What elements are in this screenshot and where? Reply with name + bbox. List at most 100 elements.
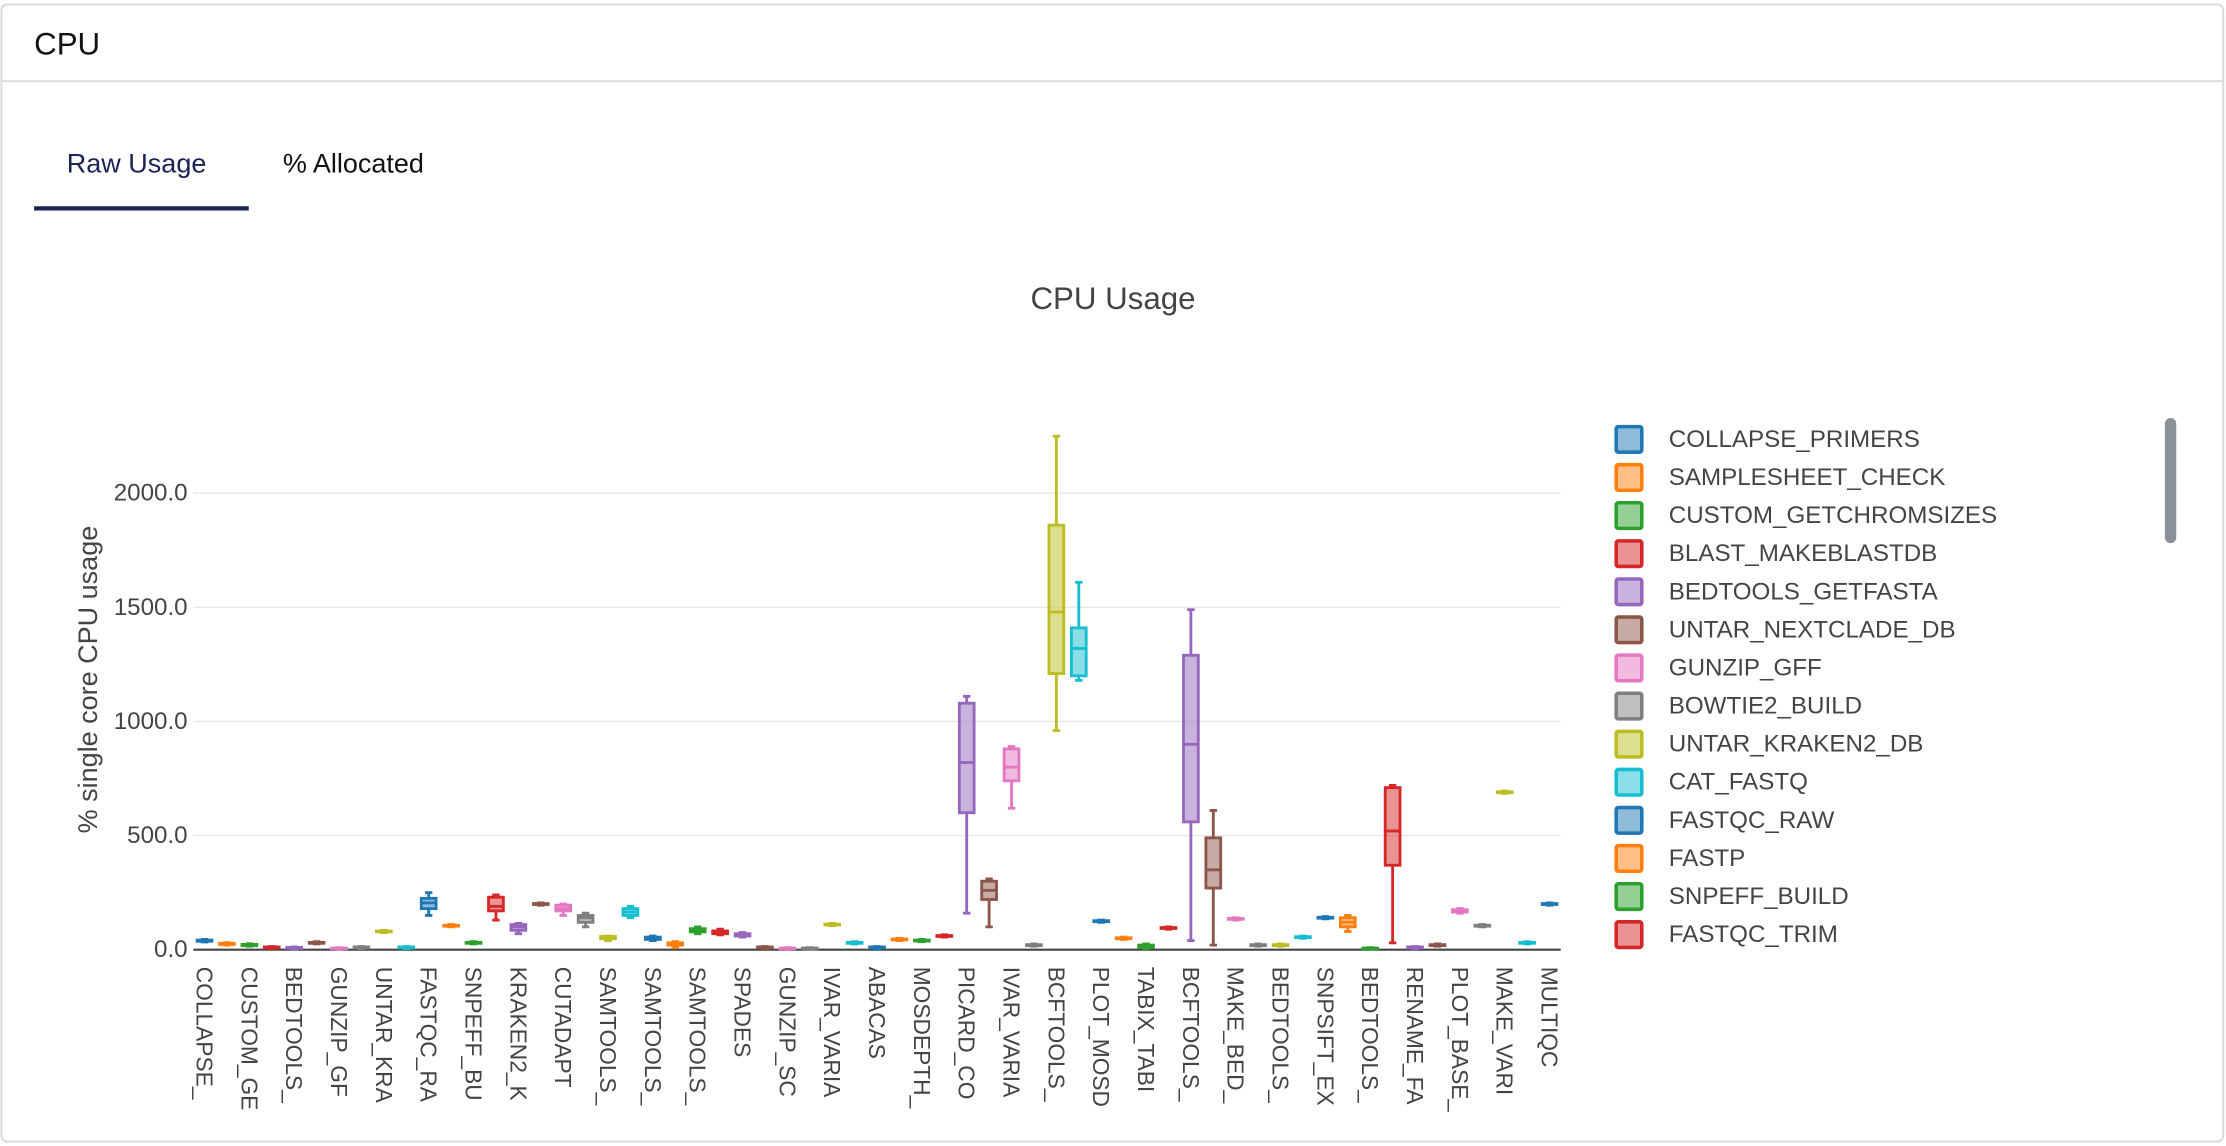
box-plot [1473,923,1492,929]
x-tick-label: CUTADAPT [550,967,576,1088]
box-plot [823,922,842,928]
x-tick-label: PLOT_BASE_ [1447,967,1473,1113]
x-tick-label: MOSDEPTH_ [909,967,935,1109]
legend-swatch [1614,881,1644,912]
x-axis-labels: COLLAPSE_ CUSTOM_GE BEDTOOLS_ GUNZIP_GF UNTA… [192,967,1563,1113]
box-plot [1294,934,1312,940]
legend-label[interactable]: FASTQC_TRIM [1669,921,1838,948]
legend-swatch [1614,729,1644,759]
x-tick-label: CUSTOM_GE [236,967,262,1111]
legend-item[interactable]: BLAST_MAKEBLASTDB [1614,539,1938,569]
box-plot [1182,608,1200,942]
lower-whisker [1007,780,1016,810]
card-title: CPU [34,27,100,62]
y-tick-label: 0.0 [154,936,188,963]
box-plot [1518,940,1536,946]
box-plot [913,937,931,944]
x-tick-label: SNPSIFT_EX [1312,967,1338,1106]
x-tick-label: BCFTOOLS_ [1043,967,1069,1102]
legend-swatch [1614,805,1644,835]
tab-underline [34,206,249,211]
box [487,895,505,913]
box-plot [419,891,438,917]
legend-item[interactable]: FASTQC_TRIM [1614,920,1838,950]
box-plot [195,937,214,944]
box-plot [644,934,662,942]
legend-label[interactable]: GUNZIP_GFF [1669,654,1822,681]
legend-label[interactable]: CUSTOM_GETCHROMSIZES [1669,502,1997,529]
box-plot [1204,809,1223,947]
legend-label[interactable]: UNTAR_KRAKEN2_DB [1669,731,1924,758]
x-tick-label: SPADES [730,967,756,1058]
x-tick-label: SAMTOOLS_ [595,967,621,1106]
legend-item[interactable]: FASTQC_RAW [1614,805,1835,835]
box-plot [1316,915,1335,921]
box-plot [1271,942,1290,948]
lower-whisker [1052,673,1061,733]
legend-item[interactable]: CAT_FASTQ [1614,767,1808,797]
y-tick-label: 2000.0 [114,480,188,507]
legend-item[interactable]: SNPEFF_BUILD [1614,881,1849,912]
box-plot [711,927,729,937]
x-tick-label: SAMTOOLS_ [640,967,666,1106]
x-tick-label: SNPEFF_BU [461,967,487,1101]
legend-item[interactable]: BEDTOOLS_GETFASTA [1614,577,1939,607]
box-plot [375,928,393,934]
box-plot [733,931,752,939]
legend-item[interactable]: BOWTIE2_BUILD [1614,691,1862,721]
legend-scrollbar[interactable] [2164,418,2177,544]
box-plot [1069,580,1088,682]
legend-label[interactable]: COLLAPSE_PRIMERS [1669,426,1920,453]
box-plot [599,934,617,942]
x-tick-label: BEDTOOLS_ [1357,967,1383,1103]
legend-label[interactable]: SNPEFF_BUILD [1669,883,1849,910]
box-plot [1540,901,1559,907]
box [1204,836,1223,890]
legend-label[interactable]: BEDTOOLS_GETFASTA [1669,578,1939,605]
tab-active[interactable]: Raw Usage [67,149,207,179]
y-tick-label: 500.0 [127,822,187,849]
card [0,3,2225,1143]
box [1047,523,1066,675]
legend-item[interactable]: COLLAPSE_PRIMERS [1614,424,1920,454]
box-plot [531,901,550,907]
legend-label[interactable]: FASTP [1669,845,1746,872]
box-plot [240,942,259,948]
x-tick-label: GUNZIP_SC [774,967,800,1097]
upper-whisker [1075,580,1083,628]
legend-label[interactable]: FASTQC_RAW [1669,807,1835,834]
legend-item[interactable]: FASTP [1614,843,1746,873]
box [1182,653,1200,824]
box-plot [1025,942,1043,948]
tab[interactable]: % Allocated [283,149,424,179]
box-plot [576,911,595,929]
legend-label[interactable]: BLAST_MAKEBLASTDB [1669,540,1938,567]
lower-whisker [1209,888,1217,947]
box-plot [442,923,460,929]
lower-whisker [1187,821,1195,942]
legend-item[interactable]: UNTAR_NEXTCLADE_DB [1614,615,1956,645]
legend-item[interactable]: UNTAR_KRAKEN2_DB [1614,729,1924,759]
legend-item[interactable]: CUSTOM_GETCHROMSIZES [1614,501,1997,531]
lower-whisker [492,910,500,922]
box-plot [935,933,954,939]
box-plot [800,946,819,951]
legend-label[interactable]: CAT_FASTQ [1669,769,1808,796]
legend-label[interactable]: UNTAR_NEXTCLADE_DB [1669,616,1956,643]
legend-label[interactable]: BOWTIE2_BUILD [1669,693,1862,720]
legend-label[interactable]: SAMPLESHEET_CHECK [1669,464,1946,491]
x-tick-label: GUNZIP_GF [326,967,352,1097]
box-plot [1428,942,1447,948]
box-plot [1159,925,1178,931]
x-tick-label: BEDTOOLS_ [281,967,307,1103]
box-plot [1338,914,1357,933]
legend-swatch [1614,843,1644,873]
legend-item[interactable]: GUNZIP_GFF [1614,653,1822,683]
lower-whisker [985,899,993,929]
box-plot [1047,434,1066,733]
box-plot [218,941,236,947]
legend-item[interactable]: SAMPLESHEET_CHECK [1614,462,1946,493]
legend-swatch [1614,691,1644,721]
upper-whisker [1209,809,1217,838]
box-plot [397,945,416,950]
